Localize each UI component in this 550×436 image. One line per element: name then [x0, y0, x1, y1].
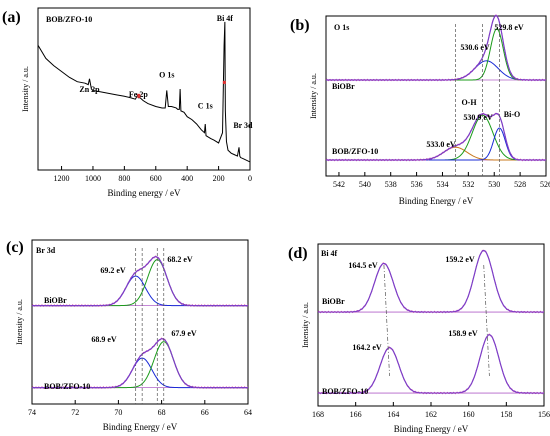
panel-a-peak-label: C 1s	[198, 101, 213, 110]
panel-b-x-tick-label: 542	[333, 180, 345, 189]
panel-a-sample-label: BOB/ZFO-10	[46, 15, 92, 24]
panel-b-component-peak	[326, 28, 546, 81]
panel-d-title: Bi 4f	[321, 249, 338, 258]
panel-a-x-tick-label: 200	[213, 174, 225, 183]
panel-a-x-tick-label: 600	[150, 174, 162, 183]
panel-b-x-tick-label: 534	[436, 180, 448, 189]
panel-c-x-tick-label: 66	[201, 408, 209, 417]
panel-b-xlabel: Binding Energy / eV	[399, 196, 474, 206]
panel-b-peak-label: Bi-O	[504, 110, 520, 119]
panel-a-peak-label: Bi 4f	[217, 14, 234, 23]
panel-d-envelope-line	[318, 334, 544, 394]
panel-a-xlabel: Binding energy / eV	[107, 188, 181, 198]
panel-d-peak-label: 164.2 eV	[352, 343, 382, 352]
panel-c-x-tick-label: 70	[114, 408, 122, 417]
panel-c-envelope-line	[32, 338, 248, 389]
panel-label-d: (d)	[288, 245, 308, 262]
panel-a-x-tick-label: 400	[181, 174, 193, 183]
panel-d-bi4f: Bi 4f Intensity / a.u. Binding Energy / …	[301, 243, 550, 434]
panel-d-x-tick-label: 166	[350, 410, 362, 419]
panel-d-ylabel: Intensity / a.u.	[301, 302, 310, 348]
panel-a-ylabel: Intensity / a.u.	[21, 66, 30, 112]
panel-c-peak-label: 69.2 eV	[100, 266, 126, 275]
panel-d-x-tick-label: 156	[538, 410, 550, 419]
panel-a-x-tick-label: 1200	[54, 174, 70, 183]
panel-c-peak-label: 68.9 eV	[91, 335, 117, 344]
panel-d-x-tick-label: 168	[312, 410, 324, 419]
panel-b-peak-label: 530.6 eV	[460, 43, 490, 52]
panel-d-peak-label: 158.9 eV	[448, 329, 478, 338]
panel-d-shift-guide	[483, 264, 490, 377]
panel-a-peak-label: O 1s	[159, 71, 174, 80]
panel-b-frame	[325, 15, 547, 177]
panel-c-component-peak	[32, 341, 248, 389]
panel-c-x-tick-label: 64	[244, 408, 252, 417]
panel-d-x-tick-label: 164	[387, 410, 399, 419]
panel-a-frame	[37, 7, 251, 171]
panel-d-x-tick-label: 162	[425, 410, 437, 419]
panel-d-sample-label: BOB/ZFO-10	[322, 387, 368, 396]
panel-d-sample-label: BiOBr	[322, 297, 345, 306]
panel-a-survey: BOB/ZFO-10 Intensity / a.u. Binding ener…	[21, 7, 253, 198]
panel-d-x-tick-label: 158	[500, 410, 512, 419]
panel-c-x-tick-label: 74	[28, 408, 36, 417]
panel-c-peak-label: 68.2 eV	[167, 255, 193, 264]
panel-b-ylabel: Intensity / a.u.	[309, 73, 318, 119]
panel-b-x-tick-label: 530	[488, 180, 500, 189]
panel-a-survey-line	[37, 21, 251, 163]
panel-c-br3d: Br 3d Intensity / a.u. Binding Energy / …	[15, 239, 252, 432]
panel-c-frame	[31, 239, 249, 405]
panel-a-x-tick-label: 800	[118, 174, 130, 183]
panel-b-x-tick-label: 532	[462, 180, 474, 189]
panel-b-sample-label: BOB/ZFO-10	[332, 147, 378, 156]
panel-d-peak-label: 164.5 eV	[348, 261, 378, 270]
panel-b-envelope-line	[326, 112, 546, 161]
panel-b-title: O 1s	[334, 23, 349, 32]
panel-b-x-tick-label: 538	[385, 180, 397, 189]
panel-c-envelope-line	[32, 256, 248, 307]
panel-c-sample-label: BOB/ZFO-10	[44, 382, 90, 391]
panel-a-peak-label: Br 3d	[233, 121, 253, 130]
panel-d-raw-line	[317, 249, 545, 314]
panel-a-x-tick-label: 0	[248, 174, 252, 183]
panel-b-envelope-line	[326, 14, 546, 81]
panel-b-oh-label: O-H	[461, 98, 477, 107]
panel-b-o1s: O 1s Intensity / a.u. Binding Energy / e…	[309, 14, 550, 206]
panel-b-x-tick-label: 528	[514, 180, 526, 189]
panel-b-peak-label: 533.0 eV	[426, 140, 456, 149]
panel-b-x-tick-label: 526	[540, 180, 550, 189]
panel-c-sample-label: BiOBr	[44, 296, 67, 305]
panel-c-xlabel: Binding Energy / eV	[103, 422, 178, 432]
panel-c-x-tick-label: 68	[158, 408, 166, 417]
panel-d-shift-guide	[383, 264, 390, 377]
panel-label-c: (c)	[6, 239, 24, 256]
panel-b-sample-label: BiOBr	[332, 82, 355, 91]
panel-c-title: Br 3d	[36, 246, 56, 255]
panel-a-peak-label: Zn 2p	[79, 85, 100, 94]
panel-b-x-tick-label: 540	[359, 180, 371, 189]
panel-b-peak-label: 529.8 eV	[494, 23, 524, 32]
panel-label-a: (a)	[2, 9, 21, 26]
panel-c-x-tick-label: 72	[71, 408, 79, 417]
panel-d-envelope-line	[318, 249, 544, 313]
panel-a-bi-marker	[222, 80, 226, 84]
panel-d-xlabel: Binding Energy / eV	[394, 424, 469, 434]
panel-d-x-tick-label: 160	[463, 410, 475, 419]
panel-d-peak-label: 159.2 eV	[445, 255, 475, 264]
panel-a-fe-marker	[137, 93, 141, 98]
panel-c-ylabel: Intensity / a.u.	[15, 299, 24, 345]
panel-label-b: (b)	[290, 17, 310, 34]
panel-b-peak-label: 530.9 eV	[463, 113, 493, 122]
panel-b-x-tick-label: 536	[411, 180, 423, 189]
panel-a-x-tick-label: 1000	[85, 174, 101, 183]
panel-c-raw-line	[31, 337, 249, 390]
panel-c-peak-label: 67.9 eV	[171, 329, 197, 338]
